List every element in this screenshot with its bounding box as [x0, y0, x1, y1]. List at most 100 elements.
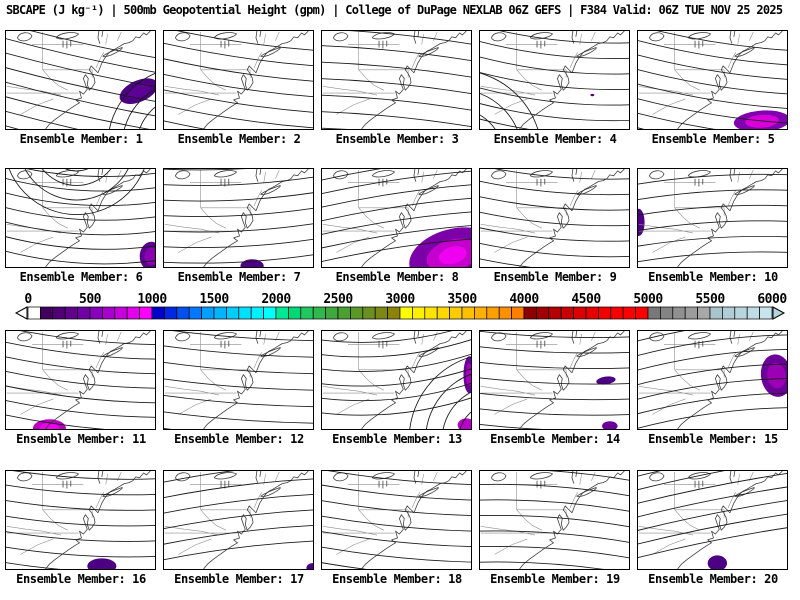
- colorbar-cell: [350, 306, 364, 320]
- colorbar-cell: [573, 306, 587, 320]
- height-contour: [480, 242, 629, 258]
- height-contour: [6, 484, 155, 496]
- ensemble-panel-2: Ensemble Member: 2: [163, 30, 315, 146]
- ensemble-map-16: [5, 470, 156, 570]
- ensemble-map-17: [163, 470, 314, 570]
- height-contour: [480, 258, 532, 267]
- cape-fill: [602, 421, 618, 429]
- colorbar-cell: [102, 306, 116, 320]
- height-contour-arc: [8, 169, 145, 216]
- height-contour: [322, 45, 471, 62]
- colorbar-cell: [89, 306, 103, 320]
- height-contour: [638, 40, 787, 66]
- height-contour: [164, 254, 313, 264]
- ensemble-panel-4: Ensemble Member: 4: [479, 30, 631, 146]
- height-contour: [6, 370, 155, 389]
- cape-fill: [438, 246, 467, 265]
- height-contour: [638, 334, 787, 356]
- ensemble-panel-1: Ensemble Member: 1: [5, 30, 157, 146]
- height-contour: [638, 527, 787, 559]
- height-contour: [638, 112, 716, 129]
- colorbar-cell: [647, 306, 661, 320]
- ensemble-map-13: [321, 330, 472, 430]
- ensemble-map-20: [637, 470, 788, 570]
- colorbar-cell: [77, 306, 91, 320]
- height-contour: [480, 514, 629, 528]
- colorbar-cell: [399, 306, 413, 320]
- height-contour: [30, 31, 155, 59]
- height-contour: [638, 472, 787, 504]
- colorbar-tick-label: 3500: [447, 292, 477, 307]
- colorbar-cell: [263, 306, 277, 320]
- height-contour: [638, 204, 787, 216]
- height-contour: [480, 392, 629, 401]
- ensemble-panel-7: Ensemble Member: 7: [163, 168, 315, 284]
- height-contour: [164, 176, 313, 186]
- height-contour: [164, 378, 313, 391]
- colorbar-cell: [374, 306, 388, 320]
- colorbar-cell: [250, 306, 264, 320]
- colorbar-cell: [585, 306, 599, 320]
- colorbar-cell: [387, 306, 401, 320]
- height-contour: [638, 471, 661, 477]
- ensemble-panel-17: Ensemble Member: 17: [163, 470, 315, 586]
- ensemble-panel-5: Ensemble Member: 5: [637, 30, 789, 146]
- height-contour: [6, 341, 155, 360]
- height-contour: [6, 562, 61, 569]
- ensemble-panel-16: Ensemble Member: 16: [5, 470, 157, 586]
- height-contour: [638, 251, 787, 263]
- height-contour: [176, 31, 313, 51]
- colorbar-cell: [238, 306, 252, 320]
- colorbar-cell: [523, 306, 537, 320]
- colorbar-cell: [52, 306, 66, 320]
- height-contour: [480, 377, 629, 385]
- height-contour: [638, 83, 787, 109]
- height-contour: [6, 125, 19, 129]
- panel-caption-19: Ensemble Member: 19: [490, 572, 620, 586]
- panel-caption-12: Ensemble Member: 12: [174, 432, 304, 446]
- colorbar-cell: [709, 306, 723, 320]
- height-contour: [480, 561, 604, 569]
- colorbar-cell: [672, 306, 686, 320]
- ensemble-map-10: [637, 168, 788, 268]
- height-contour: [638, 54, 787, 80]
- colorbar-cell: [27, 306, 41, 320]
- ensemble-map-6: [5, 168, 156, 268]
- height-contour: [164, 471, 235, 483]
- colorbar-cell: [126, 306, 140, 320]
- panel-caption-11: Ensemble Member: 11: [16, 432, 146, 446]
- colorbar-cell: [337, 306, 351, 320]
- panel-caption-15: Ensemble Member: 15: [648, 432, 778, 446]
- height-contour: [6, 356, 155, 375]
- height-contour: [6, 515, 155, 527]
- colorbar-cell: [412, 306, 426, 320]
- panel-caption-18: Ensemble Member: 18: [332, 572, 462, 586]
- colorbar-tick-label: 2000: [261, 292, 291, 307]
- colorbar-cell: [598, 306, 612, 320]
- height-contour: [480, 103, 629, 122]
- height-contour: [6, 500, 155, 511]
- height-contour: [638, 331, 686, 342]
- height-contour: [637, 168, 788, 169]
- height-contour-arc: [24, 169, 129, 201]
- height-contour: [322, 170, 471, 194]
- ensemble-panel-3: Ensemble Member: 3: [321, 30, 473, 146]
- cape-fill: [767, 362, 786, 389]
- height-contour: [26, 169, 155, 177]
- colorbar-cell: [684, 306, 698, 320]
- height-contour: [494, 169, 629, 180]
- height-contour: [164, 395, 313, 408]
- ensemble-map-11: [5, 330, 156, 430]
- height-contour: [322, 225, 471, 249]
- colorbar-cell: [300, 306, 314, 320]
- panel-caption-14: Ensemble Member: 14: [490, 432, 620, 446]
- ensemble-map-9: [479, 168, 630, 268]
- height-contour: [6, 385, 155, 404]
- height-contour: [322, 211, 471, 235]
- height-contour: [164, 238, 313, 249]
- colorbar-cell: [436, 306, 450, 320]
- height-contour: [6, 414, 106, 429]
- panel-caption-4: Ensemble Member: 4: [493, 132, 617, 146]
- colorbar-tick-label: 3000: [385, 292, 415, 307]
- ensemble-panel-9: Ensemble Member: 9: [479, 168, 631, 284]
